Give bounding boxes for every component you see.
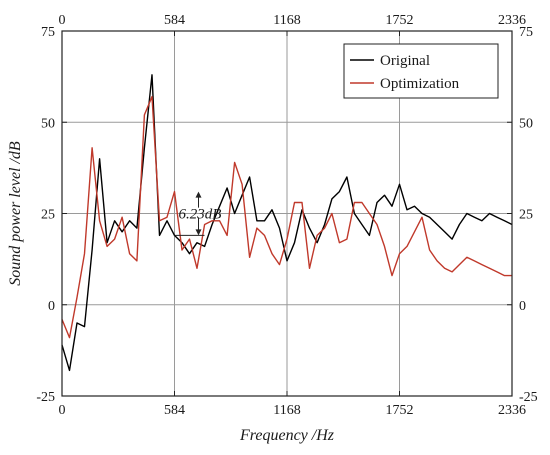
y-tick-label-right: 0 <box>519 299 526 314</box>
peak-difference-annotation: 6.23dB <box>174 191 222 236</box>
x-tick-label: 1168 <box>273 403 300 418</box>
series-line-original <box>61 74 513 372</box>
x-tick-label-top: 1752 <box>386 13 414 28</box>
legend: Original Optimization <box>343 43 499 99</box>
y-tick-label: 0 <box>48 299 55 314</box>
y-tick-label-right: -25 <box>519 390 538 405</box>
annotation-label: 6.23dB <box>179 207 222 223</box>
y-tick-label: 25 <box>41 208 55 223</box>
legend-label-original: Original <box>380 53 430 69</box>
annotation-arrowhead-up <box>195 191 202 198</box>
series-line-optimization <box>61 95 512 339</box>
x-tick-label: 0 <box>59 403 66 418</box>
legend-label-optimization: Optimization <box>380 76 460 92</box>
y-tick-label-right: 50 <box>519 116 533 131</box>
x-tick-label-top: 584 <box>164 13 185 28</box>
x-tick-label: 2336 <box>498 403 526 418</box>
x-tick-label-top: 1168 <box>273 13 300 28</box>
annotation-arrowhead-down <box>195 229 202 236</box>
y-tick-label-right: 25 <box>519 208 533 223</box>
x-tick-label-top: 2336 <box>498 13 526 28</box>
y-tick-label: 50 <box>41 116 55 131</box>
x-tick-label: 584 <box>164 403 185 418</box>
x-tick-label: 1752 <box>386 403 414 418</box>
y-tick-label: 75 <box>41 25 55 40</box>
x-tick-label-top: 0 <box>59 13 66 28</box>
y-tick-label: -25 <box>36 390 55 405</box>
x-axis-title: Frequency /Hz <box>239 427 335 444</box>
series-layer <box>61 74 513 372</box>
y-axis-title: Sound power level /dB <box>7 141 24 286</box>
legend-box <box>343 43 499 99</box>
y-tick-label-right: 75 <box>519 25 533 40</box>
